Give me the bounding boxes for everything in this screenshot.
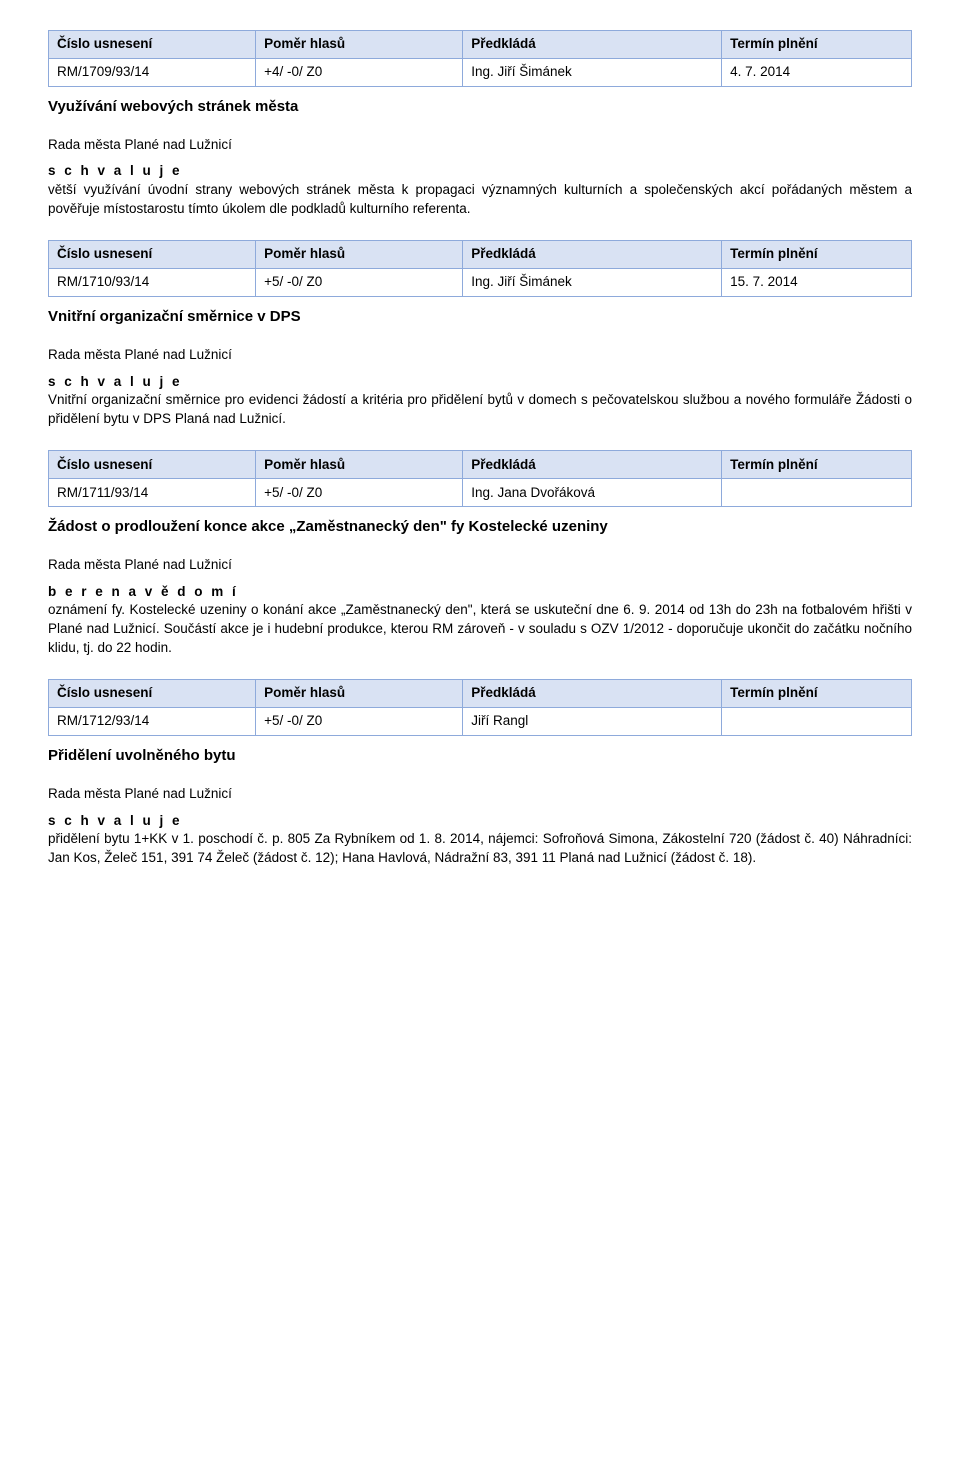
th-deadline: Termín plnění xyxy=(722,31,912,59)
resolution-block-2: Číslo usnesení Poměr hlasů Předkládá Ter… xyxy=(48,240,912,428)
th-vote-ratio: Poměr hlasů xyxy=(256,241,463,269)
td-presenter: Ing. Jiří Šimánek xyxy=(463,269,722,297)
resolution-table-3: Číslo usnesení Poměr hlasů Předkládá Ter… xyxy=(48,450,912,507)
th-deadline: Termín plnění xyxy=(722,680,912,708)
th-resolution-no: Číslo usnesení xyxy=(49,680,256,708)
td-presenter: Ing. Jiří Šimánek xyxy=(463,59,722,87)
th-presented-by: Předkládá xyxy=(463,31,722,59)
action-approves-1: s c h v a l u j e xyxy=(48,162,912,181)
resolution-text-3: oznámení fy. Kostelecké uzeniny o konání… xyxy=(48,601,912,657)
td-deadline: 15. 7. 2014 xyxy=(722,269,912,297)
td-resolution-no: RM/1710/93/14 xyxy=(49,269,256,297)
td-deadline xyxy=(722,708,912,736)
resolution-block-3: Číslo usnesení Poměr hlasů Předkládá Ter… xyxy=(48,450,912,657)
council-line-2: Rada města Plané nad Lužnicí xyxy=(48,346,912,365)
council-line-1: Rada města Plané nad Lužnicí xyxy=(48,136,912,155)
td-deadline: 4. 7. 2014 xyxy=(722,59,912,87)
resolution-block-1: Číslo usnesení Poměr hlasů Předkládá Ter… xyxy=(48,30,912,218)
th-vote-ratio: Poměr hlasů xyxy=(256,31,463,59)
council-line-3: Rada města Plané nad Lužnicí xyxy=(48,556,912,575)
resolution-table-1: Číslo usnesení Poměr hlasů Předkládá Ter… xyxy=(48,30,912,87)
td-resolution-no: RM/1709/93/14 xyxy=(49,59,256,87)
action-notes-3: b e r e n a v ě d o m í xyxy=(48,583,912,602)
th-resolution-no: Číslo usnesení xyxy=(49,31,256,59)
resolution-text-4: přidělení bytu 1+KK v 1. poschodí č. p. … xyxy=(48,830,912,867)
resolution-text-2: Vnitřní organizační směrnice pro evidenc… xyxy=(48,391,912,428)
th-deadline: Termín plnění xyxy=(722,451,912,479)
section-title-1: Využívání webových stránek města xyxy=(48,97,912,118)
td-presenter: Jiří Rangl xyxy=(463,708,722,736)
td-resolution-no: RM/1711/93/14 xyxy=(49,479,256,507)
section-title-3: Žádost o prodloužení konce akce „Zaměstn… xyxy=(48,517,912,538)
th-resolution-no: Číslo usnesení xyxy=(49,451,256,479)
td-presenter: Ing. Jana Dvořáková xyxy=(463,479,722,507)
th-presented-by: Předkládá xyxy=(463,241,722,269)
th-deadline: Termín plnění xyxy=(722,241,912,269)
td-vote-ratio: +5/ -0/ Z0 xyxy=(256,708,463,736)
resolution-table-4: Číslo usnesení Poměr hlasů Předkládá Ter… xyxy=(48,679,912,736)
td-deadline xyxy=(722,479,912,507)
td-vote-ratio: +5/ -0/ Z0 xyxy=(256,479,463,507)
th-vote-ratio: Poměr hlasů xyxy=(256,680,463,708)
section-title-2: Vnitřní organizační směrnice v DPS xyxy=(48,307,912,328)
th-vote-ratio: Poměr hlasů xyxy=(256,451,463,479)
resolution-text-1: větší využívání úvodní strany webových s… xyxy=(48,181,912,218)
resolution-table-2: Číslo usnesení Poměr hlasů Předkládá Ter… xyxy=(48,240,912,297)
action-approves-2: s c h v a l u j e xyxy=(48,373,912,392)
th-resolution-no: Číslo usnesení xyxy=(49,241,256,269)
resolution-block-4: Číslo usnesení Poměr hlasů Předkládá Ter… xyxy=(48,679,912,867)
th-presented-by: Předkládá xyxy=(463,680,722,708)
council-line-4: Rada města Plané nad Lužnicí xyxy=(48,785,912,804)
td-vote-ratio: +5/ -0/ Z0 xyxy=(256,269,463,297)
td-resolution-no: RM/1712/93/14 xyxy=(49,708,256,736)
td-vote-ratio: +4/ -0/ Z0 xyxy=(256,59,463,87)
action-approves-4: s c h v a l u j e xyxy=(48,812,912,831)
section-title-4: Přidělení uvolněného bytu xyxy=(48,746,912,767)
th-presented-by: Předkládá xyxy=(463,451,722,479)
